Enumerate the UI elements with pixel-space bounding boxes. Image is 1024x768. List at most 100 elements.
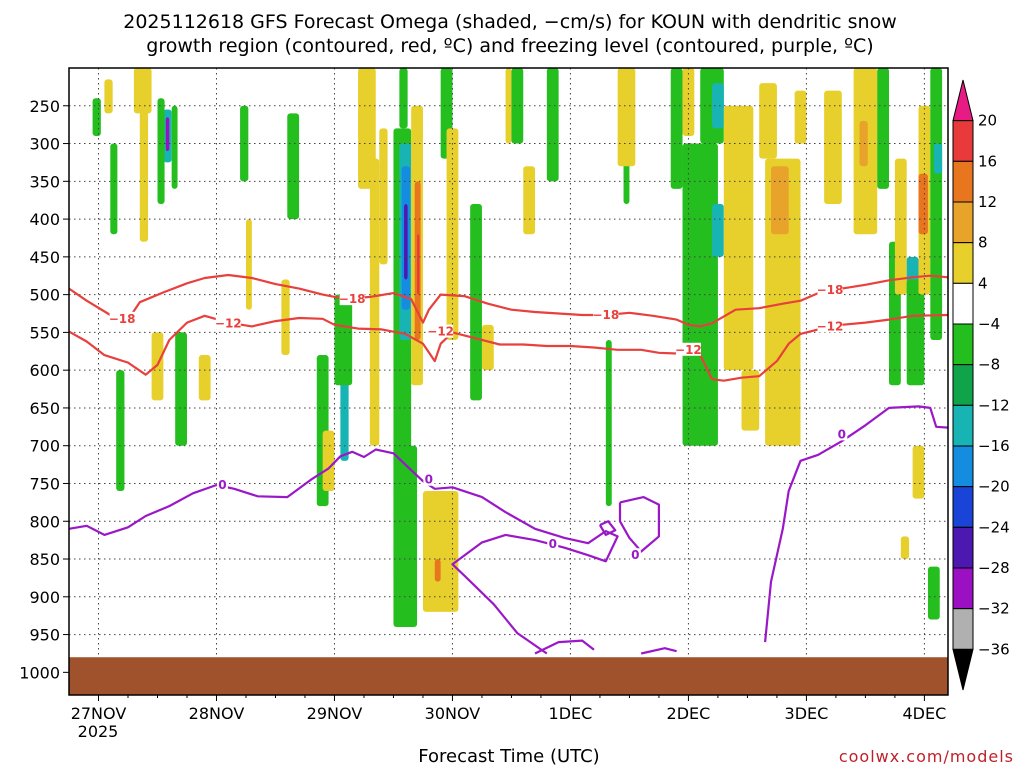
colorbar-label: −20 [978,478,1010,496]
omega-patch [399,68,408,129]
y-axis-tick-label: 950 [29,626,60,645]
omega-patch [877,68,890,189]
y-axis-tick-label: 500 [29,286,60,305]
freezing-level-contour [764,405,949,643]
contour-label-background [836,427,848,441]
freezing-level-contour [618,496,660,553]
omega-patch [481,324,494,371]
omega-patch [434,559,441,582]
contour-label-background [428,324,454,338]
omega-patch [358,68,376,189]
y-axis-tick-label: 300 [29,135,60,154]
omega-patch [712,83,724,129]
omega-patch [670,68,683,189]
omega-patch [151,332,164,401]
contour-label: −18 [817,283,844,297]
omega-patch [682,68,695,136]
contour-label-background [817,319,843,333]
omega-patch [741,370,760,431]
colorbar-swatch [952,79,974,122]
colorbar-swatch [952,445,974,488]
omega-patch [334,294,353,386]
omega-patch [759,83,777,159]
y-axis-tick-label: 800 [29,512,60,531]
colorbar-label: −28 [978,559,1010,577]
omega-patch [712,203,724,257]
omega-patch [906,279,925,386]
y-axis-tick-label: 350 [29,172,60,191]
colorbar-label: −24 [978,518,1010,536]
omega-patch [927,566,940,620]
contour-label: 0 [425,473,433,487]
y-axis-tick-label: 250 [29,97,60,116]
omega-patch [422,491,459,612]
contour-label: 0 [631,548,639,562]
contour-label: −12 [427,325,454,339]
omega-patch [404,203,408,280]
colorbar-swatch [952,282,974,325]
omega-patch [139,68,149,242]
omega-patch [92,98,101,136]
omega-patch [379,128,388,265]
omega-patch [894,158,907,295]
contour-label: −12 [675,343,702,357]
x-axis-ticks: 27NOV 28NOV 29NOV 30NOV 1DEC 2DEC 3DEC 4DEC [71,695,946,723]
omega-patch [198,355,211,401]
omega-patch [245,219,252,310]
x-axis-label: Forecast Time (UTC) [418,746,599,767]
contour-label: 0 [218,478,226,492]
omega-patch [165,117,170,152]
colorbar-swatch [952,120,974,162]
colorbar-swatch [952,201,974,244]
freezing-level-contour [598,520,617,536]
omega-patch [605,339,612,507]
colorbar-swatch [952,160,974,203]
contour-label: −18 [109,312,136,326]
chart-title-line1: 2025112618 GFS Forecast Omega (shaded, −… [123,11,897,33]
contour-label-background [339,292,365,306]
omega-shading-layer [92,68,943,628]
colorbar: 20 16 12 8 4 −4 −8 −12 −16 −20 −24 −28 −32 −36 [952,79,1010,691]
x-axis-tick-label: 28NOV [189,704,245,723]
colorbar-swatch [952,242,974,284]
omega-patch [912,445,925,499]
omega-patch [859,120,868,167]
omega-patch [930,68,943,340]
omega-patch [511,68,524,144]
omega-patch [933,143,943,174]
omega-patch [417,234,420,295]
omega-patch [546,68,559,182]
colorbar-label: 16 [978,152,997,170]
contour-label-background [216,477,228,491]
omega-patch [322,430,335,492]
omega-patch [175,332,187,446]
colorbar-swatch [952,526,974,569]
omega-patch [393,445,418,628]
colorbar-label: 20 [978,112,997,130]
omega-patch [505,68,512,144]
y-axis-ticks: 250 300 350 400 450 500 550 600 650 700 750 800 850 9… [19,97,69,682]
colorbar-swatch [952,486,974,528]
omega-patch [281,279,290,356]
contour-label-background [675,342,701,356]
colorbar-swatch [952,323,974,366]
freezing-level-contour [534,639,595,655]
colorbar-swatch [952,364,974,406]
x-axis-year: 2025 [78,722,119,741]
colorbar-swatch [952,648,974,691]
omega-patch [287,113,300,220]
y-axis-tick-label: 600 [29,361,60,380]
credit-text: coolwx.com/models [839,747,1014,766]
contour-label: −18 [592,308,619,322]
x-axis-tick-label: 29NOV [307,704,363,723]
y-axis-tick-label: 850 [29,550,60,569]
y-axis-tick-label: 700 [29,437,60,456]
plot-background [69,68,948,695]
colorbar-label: −36 [978,640,1010,658]
x-axis-tick-label: 27NOV [71,704,127,723]
x-axis-tick-label: 3DEC [785,704,829,723]
y-axis-tick-label: 550 [29,323,60,342]
colorbar-swatch [952,567,974,610]
contour-label: 0 [838,427,846,441]
omega-patch [771,166,789,235]
